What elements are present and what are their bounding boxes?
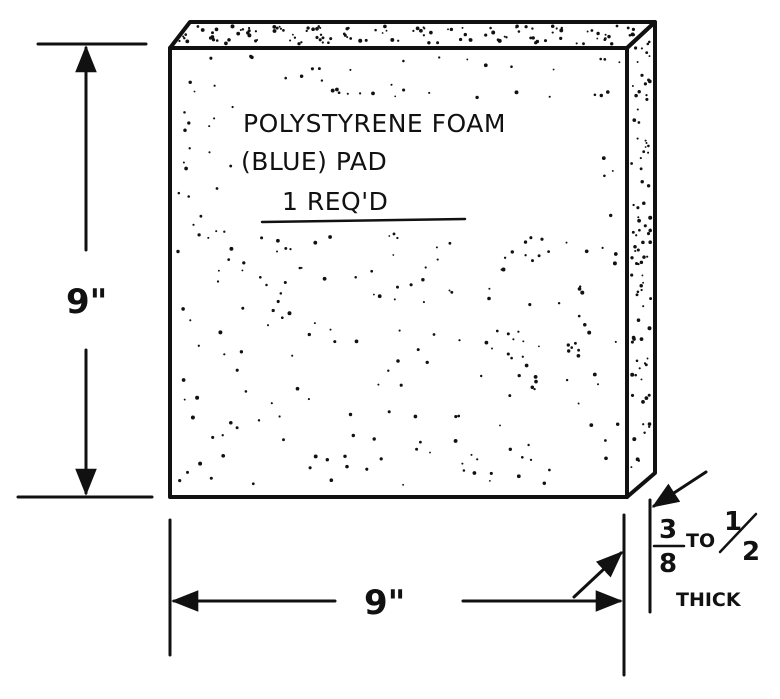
- height-dimension: 9": [16, 42, 154, 499]
- pad-side-edge: [625, 20, 657, 499]
- foam-texture: [176, 24, 653, 486]
- part-name-line1: POLYSTYRENE FOAM: [243, 109, 506, 138]
- width-value: 9": [364, 583, 405, 623]
- thickness-min-numerator: 3: [659, 515, 677, 545]
- thickness-min-denominator: 8: [659, 549, 677, 579]
- width-dimension: 9": [168, 513, 626, 677]
- foam-pad: [168, 20, 657, 499]
- thickness-max-denominator: 2: [742, 537, 760, 567]
- height-value: 9": [66, 282, 107, 322]
- part-quantity: 1 REQ'D: [282, 187, 388, 216]
- quantity-underline: [260, 217, 467, 224]
- part-name-line2: (BLUE) PAD: [241, 147, 387, 176]
- thickness-arrow-top: [651, 470, 708, 508]
- thickness-label: THICK: [676, 589, 742, 611]
- thickness-max-numerator: 1: [724, 507, 742, 537]
- thickness-to: TO: [686, 530, 715, 552]
- fraction-bar-max: [718, 512, 758, 554]
- thickness-dimension: 3 8 TO 1 2 THICK: [572, 470, 760, 614]
- part-note: POLYSTYRENE FOAM (BLUE) PAD 1 REQ'D: [241, 109, 506, 224]
- thickness-arrow-bottom: [572, 551, 623, 599]
